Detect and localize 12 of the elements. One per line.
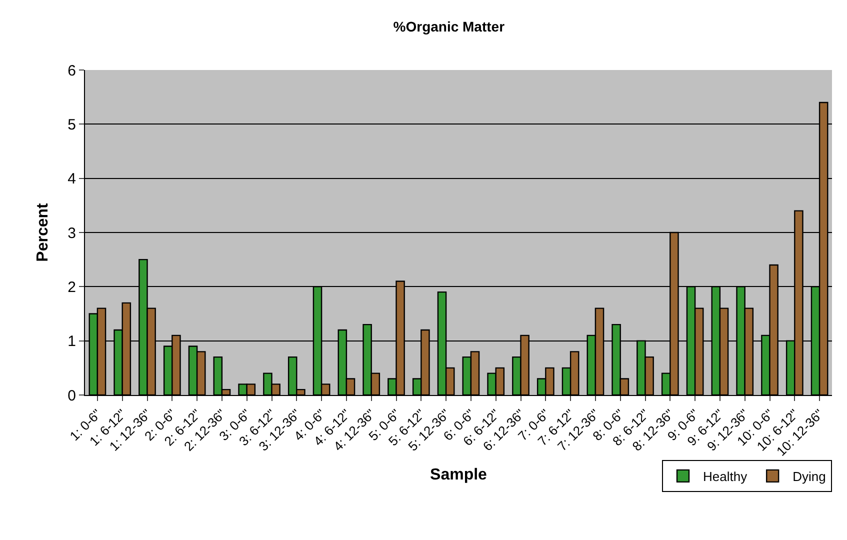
chart-title: %Organic Matter (393, 18, 506, 34)
y-tick-label: 2 (68, 278, 76, 296)
y-tick-label: 3 (68, 224, 76, 242)
y-tick-label: 5 (68, 116, 76, 134)
y-tick-label: 4 (68, 170, 76, 188)
y-tick-label: 1 (68, 333, 76, 350)
legend-label: Healthy (703, 469, 748, 484)
x-axis-title: Sample (430, 466, 488, 484)
y-tick-label: 0 (68, 387, 76, 404)
y-tick-label: 6 (68, 62, 76, 80)
y-axis-title: Percent (34, 202, 52, 262)
legend-label: Dying (792, 469, 826, 484)
